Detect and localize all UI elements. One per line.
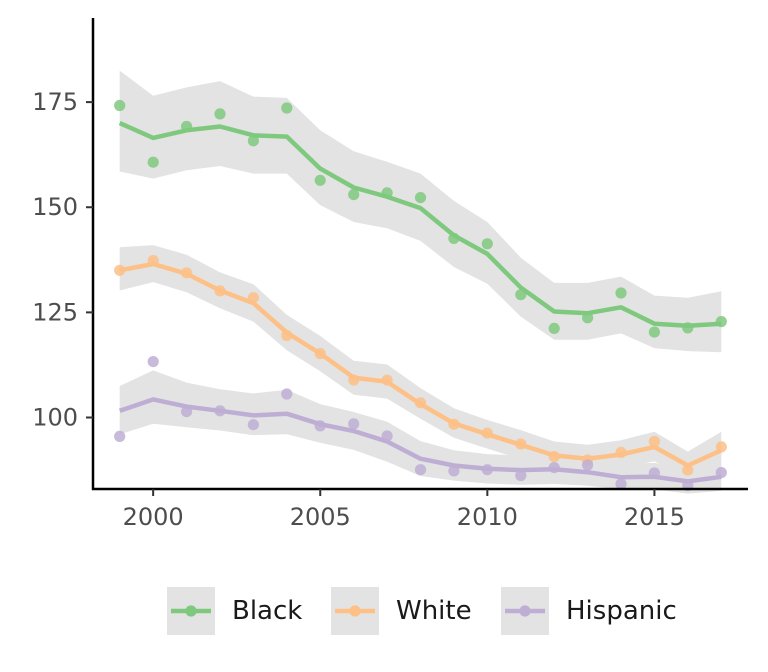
data-point-white-2017 xyxy=(715,441,727,453)
confidence-band-hispanic xyxy=(119,370,722,494)
data-point-black-2003 xyxy=(247,135,259,147)
data-point-white-2010 xyxy=(481,427,493,439)
data-point-hispanic-2007 xyxy=(381,430,393,442)
data-point-black-2011 xyxy=(515,289,527,301)
data-point-hispanic-2011 xyxy=(515,469,527,482)
data-point-black-2014 xyxy=(615,287,627,299)
y-tick-label-175: 175 xyxy=(32,88,78,116)
data-point-black-2005 xyxy=(314,174,326,186)
data-point-black-2002 xyxy=(214,108,226,120)
data-point-white-2015 xyxy=(648,435,661,448)
data-point-white-2006 xyxy=(348,374,360,386)
data-point-black-2009 xyxy=(448,232,460,244)
data-point-black-2007 xyxy=(381,187,393,199)
data-point-black-2017 xyxy=(715,316,727,328)
data-point-hispanic-2003 xyxy=(247,419,259,431)
data-point-hispanic-2012 xyxy=(548,462,560,474)
data-point-hispanic-2008 xyxy=(414,464,427,476)
data-point-white-2011 xyxy=(515,438,527,450)
data-point-hispanic-2013 xyxy=(582,459,594,471)
legend-label-hispanic: Hispanic xyxy=(566,596,677,626)
confidence-band-white xyxy=(119,245,722,479)
data-point-black-2000 xyxy=(147,156,159,168)
data-point-white-2012 xyxy=(548,451,560,463)
data-point-black-2008 xyxy=(414,192,427,204)
data-point-hispanic-2001 xyxy=(181,406,193,418)
data-point-hispanic-2005 xyxy=(314,420,326,432)
data-point-hispanic-2000 xyxy=(147,356,159,368)
y-tick-label-150: 150 xyxy=(32,193,78,221)
data-point-hispanic-2006 xyxy=(348,418,360,430)
legend-label-black: Black xyxy=(232,596,302,626)
x-tick-label-2000: 2000 xyxy=(123,503,184,531)
y-tick-label-125: 125 xyxy=(32,298,78,326)
data-point-white-1999 xyxy=(114,264,126,276)
x-tick-label-2010: 2010 xyxy=(457,503,518,531)
data-point-white-2004 xyxy=(281,329,293,342)
data-point-black-2012 xyxy=(548,322,560,334)
data-points xyxy=(114,99,727,492)
legend: Black White Hispanic xyxy=(167,587,677,635)
legend-key-point-black xyxy=(185,605,197,617)
legend-key-point-hispanic xyxy=(519,605,531,617)
data-point-white-2002 xyxy=(214,285,226,297)
legend-label-white: White xyxy=(396,596,472,626)
confidence-bands xyxy=(119,70,722,494)
data-point-black-2016 xyxy=(682,322,694,334)
data-point-hispanic-2002 xyxy=(214,405,226,417)
trend-line-black xyxy=(118,121,722,329)
y-tick-label-100: 100 xyxy=(32,404,78,432)
data-point-black-2001 xyxy=(181,120,193,133)
legend-key-point-white xyxy=(349,605,361,617)
data-point-white-2005 xyxy=(314,348,326,360)
data-point-hispanic-2009 xyxy=(448,465,460,477)
data-point-white-2000 xyxy=(147,255,159,267)
x-tick-label-2015: 2015 xyxy=(624,503,685,531)
data-point-hispanic-2004 xyxy=(281,388,293,400)
data-point-black-2006 xyxy=(348,189,360,201)
data-point-black-2013 xyxy=(582,312,594,324)
axes: 100 125 150 175 2000 2005 2010 2015 xyxy=(32,18,748,531)
data-point-white-2003 xyxy=(247,292,259,304)
data-point-black-2004 xyxy=(281,102,293,114)
data-point-hispanic-2015 xyxy=(648,467,661,479)
data-point-black-2010 xyxy=(481,238,493,250)
x-tick-label-2005: 2005 xyxy=(290,503,351,531)
data-point-hispanic-2014 xyxy=(615,478,627,490)
data-point-white-2014 xyxy=(615,446,627,458)
data-point-white-2007 xyxy=(381,374,393,386)
data-point-white-2008 xyxy=(414,397,427,409)
data-point-black-2015 xyxy=(648,326,661,338)
data-point-black-1999 xyxy=(114,99,126,112)
data-point-hispanic-1999 xyxy=(114,430,126,442)
data-point-hispanic-2017 xyxy=(715,467,727,479)
data-point-white-2001 xyxy=(181,267,193,279)
data-point-hispanic-2010 xyxy=(481,464,493,476)
data-point-white-2016 xyxy=(682,464,694,476)
confidence-band-black xyxy=(119,70,722,353)
data-point-white-2009 xyxy=(448,418,460,430)
